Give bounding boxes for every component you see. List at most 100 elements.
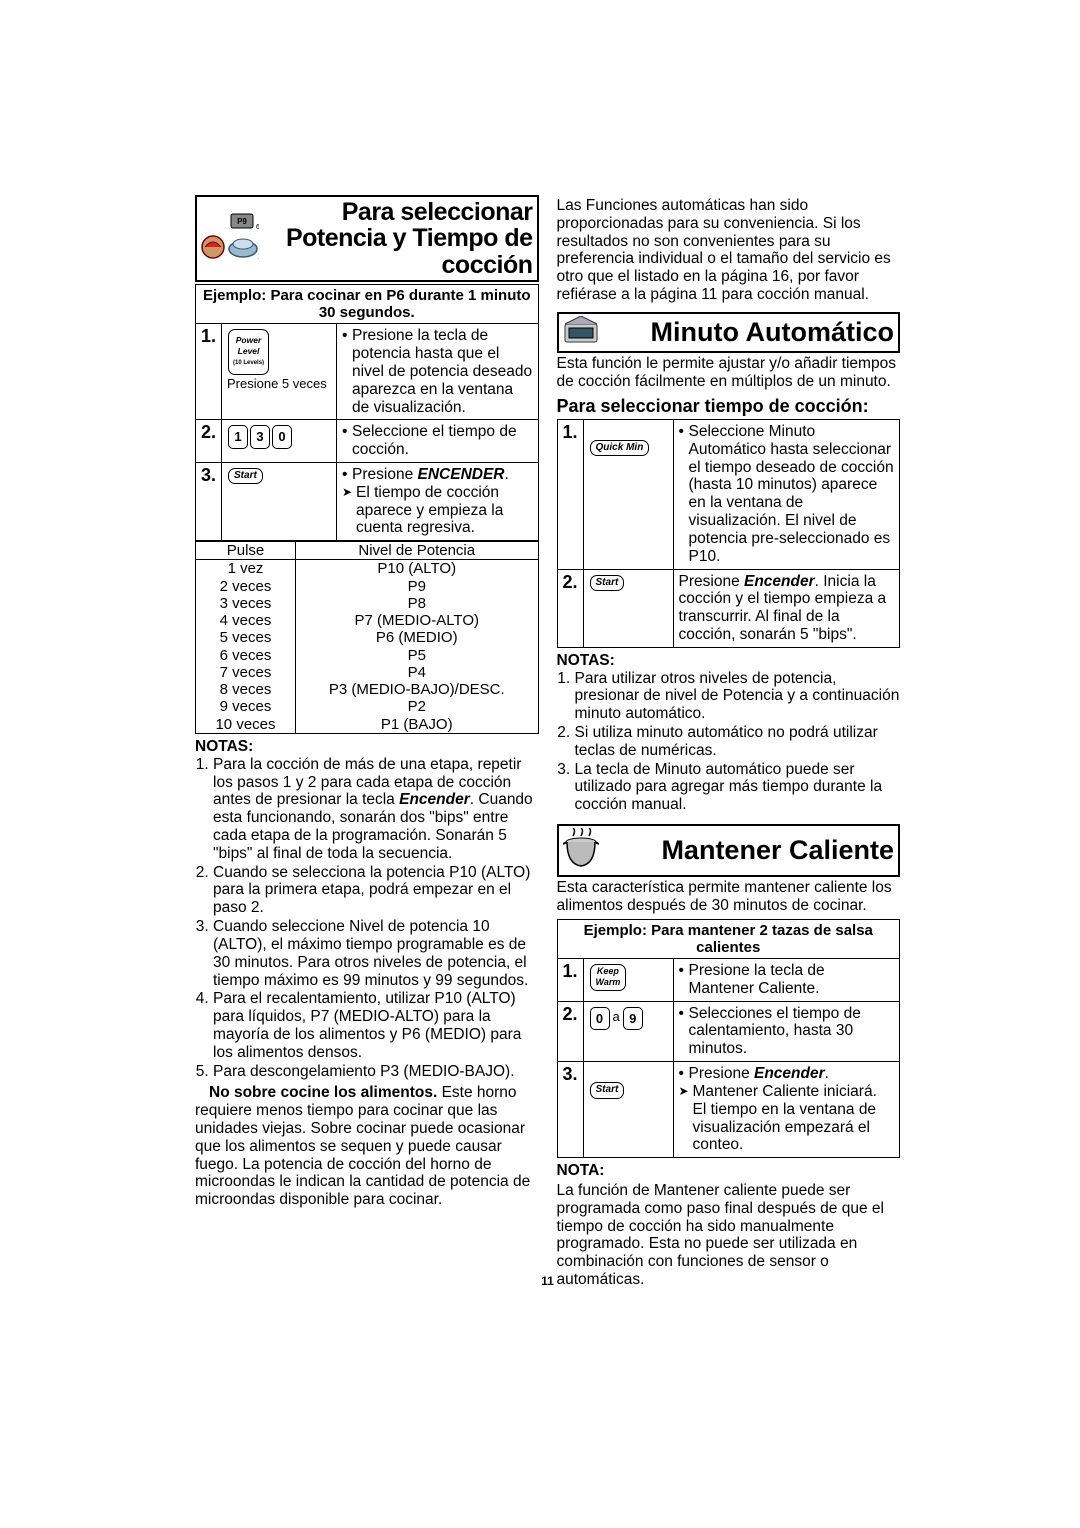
section-header-power-time: P9 6 14 Para seleccionar Potencia y Tiem…	[195, 195, 539, 282]
quick-min-button[interactable]: Quick Min	[590, 440, 650, 457]
table-row: 9 vecesP2	[196, 698, 539, 715]
section-header-minuto: Minuto Automático	[557, 312, 901, 353]
list-item: Cuando se selecciona la potencia P10 (AL…	[213, 864, 539, 917]
table-row: 1 vezP10 (ALTO)	[196, 560, 539, 578]
table-row: 5 vecesP6 (MEDIO)	[196, 629, 539, 646]
section-title: Minuto Automático	[605, 318, 895, 346]
table-row: 8 vecesP3 (MEDIO-BAJO)/DESC.	[196, 681, 539, 698]
overcook-note: No sobre cocine los alimentos. Este horn…	[195, 1084, 539, 1209]
section-title: Para seleccionar Potencia y Tiempo de co…	[265, 199, 533, 278]
step-desc: Presione ENCENDER. El tiempo de cocción …	[337, 462, 538, 540]
header-icon-group: P9 6 14	[201, 211, 259, 266]
minuto-subheading: Para seleccionar tiempo de cocción:	[557, 396, 901, 417]
header-icon	[563, 316, 599, 349]
step-number: 1.	[557, 420, 583, 570]
step-row: 3. Start Presione ENCENDER. El tiempo de…	[196, 462, 539, 540]
step-row: 1. PowerLevel(10 Levels) Presione 5 vece…	[196, 324, 539, 420]
header-icon	[563, 828, 599, 873]
step-desc: Presione Encender. Inicia la cocción y e…	[673, 569, 899, 647]
warm-nota: La función de Mantener caliente puede se…	[557, 1182, 901, 1289]
step-number: 2.	[557, 1001, 583, 1061]
right-column: Las Funciones automáticas han sido propo…	[557, 195, 901, 1289]
step-row: 2. Start Presione Encender. Inicia la co…	[557, 569, 900, 647]
step-row: 2. 0a9 Selecciones el tiempo de calentam…	[557, 1001, 900, 1061]
power-steps-table: 1. PowerLevel(10 Levels) Presione 5 vece…	[195, 323, 539, 541]
keypad-button[interactable]: 0	[590, 1007, 610, 1031]
step-button-cell: Start	[222, 462, 337, 540]
svg-text:6: 6	[256, 224, 259, 231]
clock-icon	[563, 316, 599, 344]
list-item: Si utiliza minuto automático no podrá ut…	[575, 724, 901, 760]
page: P9 6 14 Para seleccionar Potencia y Tiem…	[195, 195, 900, 1289]
list-item: Cuando seleccione Nivel de potencia 10 (…	[213, 918, 539, 989]
keypad-button[interactable]: 1	[228, 425, 248, 449]
step-row: 1. Quick Min Seleccione Minuto Automátic…	[557, 420, 900, 570]
notas-heading: NOTAS:	[195, 738, 539, 756]
list-item: La tecla de Minuto automático puede ser …	[575, 761, 901, 814]
step-button-cell: Quick Min	[583, 420, 673, 570]
warm-intro: Esta característica permite mantener cal…	[557, 879, 901, 915]
table-row: 6 vecesP5	[196, 647, 539, 664]
step-button-cell: 130	[222, 420, 337, 463]
list-item: Para utilizar otros niveles de potencia,…	[575, 670, 901, 723]
button-caption: Presione 5 veces	[227, 376, 327, 391]
step-number: 2.	[196, 420, 222, 463]
svg-text:14: 14	[258, 254, 259, 261]
step-button-cell: 0a9	[583, 1001, 673, 1061]
step-button-cell: KeepWarm	[583, 959, 673, 1002]
power-level-button[interactable]: PowerLevel(10 Levels)	[228, 329, 269, 375]
step-button-cell: Start	[583, 1062, 673, 1158]
notas-list: Para utilizar otros niveles de potencia,…	[557, 670, 901, 815]
svg-text:P9: P9	[237, 217, 247, 226]
step-desc: Presione la tecla de Mantener Caliente.	[673, 959, 899, 1002]
step-number: 2.	[557, 569, 583, 647]
step-desc: Presione la tecla de potencia hasta que …	[337, 324, 538, 420]
col-header: Nivel de Potencia	[296, 542, 539, 560]
pot-icon	[563, 828, 599, 868]
table-row: 3 vecesP8	[196, 595, 539, 612]
step-number: 3.	[557, 1062, 583, 1158]
list-item: Para la cocción de más de una etapa, rep…	[213, 756, 539, 863]
nota-heading: NOTA:	[557, 1162, 901, 1180]
section-header-warm: Mantener Caliente	[557, 824, 901, 877]
left-column: P9 6 14 Para seleccionar Potencia y Tiem…	[195, 195, 539, 1289]
example-header: Ejemplo: Para mantener 2 tazas de salsa …	[557, 919, 901, 959]
step-desc: Seleccione Minuto Automático hasta selec…	[673, 420, 899, 570]
keep-warm-button[interactable]: KeepWarm	[590, 964, 627, 991]
step-row: 2. 130 Seleccione el tiempo de cocción.	[196, 420, 539, 463]
step-number: 1.	[196, 324, 222, 420]
step-button-cell: Start	[583, 569, 673, 647]
list-item: Para descongelamiento P3 (MEDIO-BAJO).	[213, 1063, 539, 1081]
table-row: 10 vecesP1 (BAJO)	[196, 716, 539, 734]
step-desc: Seleccione el tiempo de cocción.	[337, 420, 538, 463]
table-row: 2 vecesP9	[196, 578, 539, 595]
list-item: Para el recalentamiento, utilizar P10 (A…	[213, 990, 539, 1061]
notas-heading: NOTAS:	[557, 652, 901, 670]
notas-list: Para la cocción de más de una etapa, rep…	[195, 756, 539, 1081]
step-desc: Selecciones el tiempo de calentamiento, …	[673, 1001, 899, 1061]
start-button[interactable]: Start	[590, 575, 625, 592]
intro-paragraph: Las Funciones automáticas han sido propo…	[557, 197, 901, 304]
power-levels-table: Pulse Nivel de Potencia 1 vezP10 (ALTO) …	[195, 541, 539, 734]
keypad-button[interactable]: 3	[250, 425, 270, 449]
col-header: Pulse	[196, 542, 296, 560]
minuto-intro: Esta función le permite ajustar y/o añad…	[557, 355, 901, 391]
section-title: Mantener Caliente	[605, 836, 895, 864]
step-row: 3. Start Presione Encender. Mantener Cal…	[557, 1062, 900, 1158]
step-number: 1.	[557, 959, 583, 1002]
table-header-row: Pulse Nivel de Potencia	[196, 542, 539, 560]
step-desc: Presione Encender. Mantener Caliente ini…	[673, 1062, 899, 1158]
table-row: 4 vecesP7 (MEDIO-ALTO)	[196, 612, 539, 629]
start-button[interactable]: Start	[228, 468, 263, 485]
start-button[interactable]: Start	[590, 1082, 625, 1099]
keypad-button[interactable]: 0	[272, 425, 292, 449]
warm-steps-table: 1. KeepWarm Presione la tecla de Mantene…	[557, 958, 901, 1158]
minuto-steps-table: 1. Quick Min Seleccione Minuto Automátic…	[557, 419, 901, 648]
keypad-button[interactable]: 9	[623, 1007, 643, 1031]
step-button-cell: PowerLevel(10 Levels) Presione 5 veces	[222, 324, 337, 420]
table-row: 7 vecesP4	[196, 664, 539, 681]
food-icon: P9 6 14	[201, 211, 259, 261]
example-header: Ejemplo: Para cocinar en P6 durante 1 mi…	[195, 284, 539, 324]
step-number: 3.	[196, 462, 222, 540]
step-row: 1. KeepWarm Presione la tecla de Mantene…	[557, 959, 900, 1002]
